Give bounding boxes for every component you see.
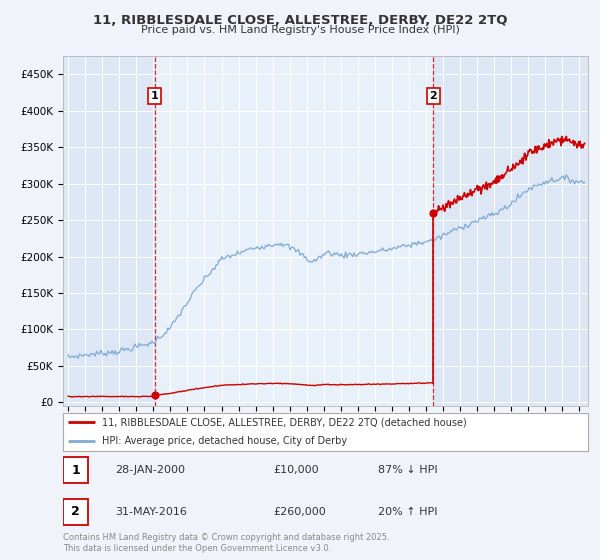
Point [150, 390, 160, 399]
Text: 11, RIBBLESDALE CLOSE, ALLESTREE, DERBY, DE22 2TQ (detached house): 11, RIBBLESDALE CLOSE, ALLESTREE, DERBY,… [103, 417, 467, 427]
Bar [63, 498, 88, 525]
Text: 87% ↓ HPI: 87% ↓ HPI [378, 465, 437, 475]
Bar [155, 56, 433, 406]
Text: 20% ↑ HPI: 20% ↑ HPI [378, 507, 437, 517]
Text: 2: 2 [71, 505, 80, 519]
Text: £10,000: £10,000 [273, 465, 319, 475]
Bar [63, 457, 88, 483]
Text: 28-JAN-2000: 28-JAN-2000 [115, 465, 185, 475]
Text: 1: 1 [71, 464, 80, 477]
Text: 2: 2 [430, 91, 437, 101]
Text: 1: 1 [151, 91, 158, 101]
Text: Contains HM Land Registry data © Crown copyright and database right 2025.
This d: Contains HM Land Registry data © Crown c… [63, 533, 389, 553]
Text: Price paid vs. HM Land Registry's House Price Index (HPI): Price paid vs. HM Land Registry's House … [140, 25, 460, 35]
Text: 11, RIBBLESDALE CLOSE, ALLESTREE, DERBY, DE22 2TQ: 11, RIBBLESDALE CLOSE, ALLESTREE, DERBY,… [93, 14, 507, 27]
Text: 31-MAY-2016: 31-MAY-2016 [115, 507, 187, 517]
Text: HPI: Average price, detached house, City of Derby: HPI: Average price, detached house, City… [103, 436, 347, 446]
Text: £260,000: £260,000 [273, 507, 326, 517]
Point [428, 208, 438, 217]
